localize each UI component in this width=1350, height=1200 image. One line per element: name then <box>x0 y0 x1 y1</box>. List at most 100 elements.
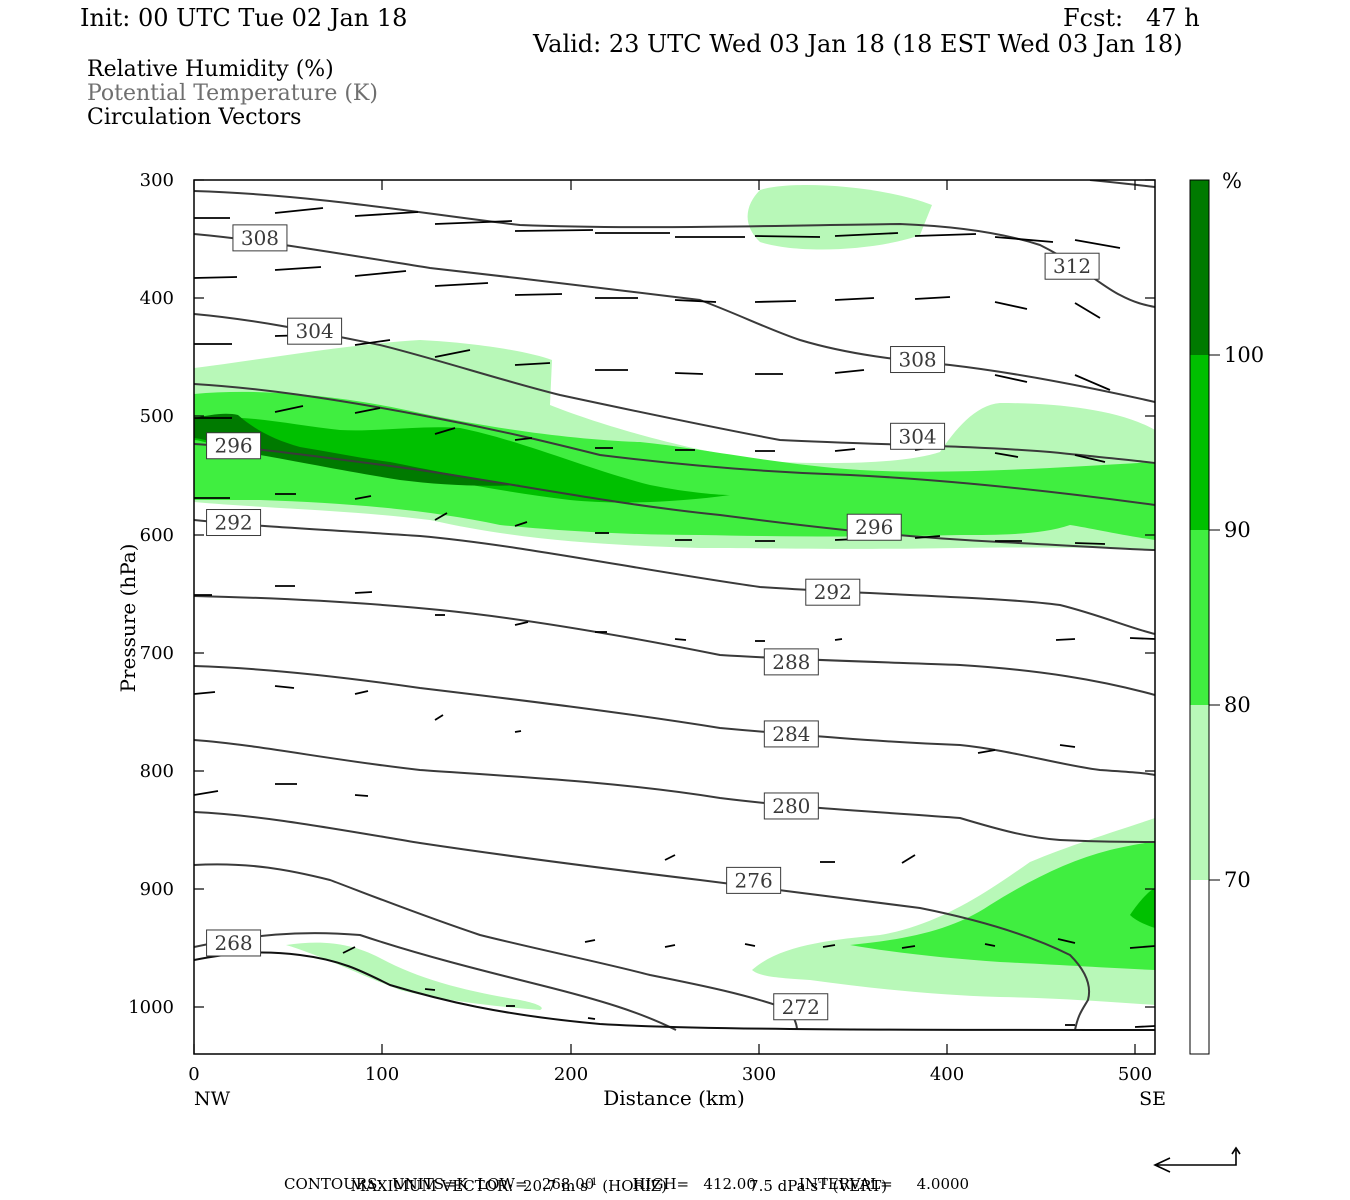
vector <box>1059 744 1076 748</box>
theta-label: 280 <box>772 794 810 818</box>
vector <box>354 270 407 277</box>
x-tick-label: 300 <box>742 1064 776 1085</box>
colorbar-frame <box>1189 179 1210 1055</box>
vector <box>584 939 596 943</box>
theta-label: 284 <box>772 722 810 746</box>
vector <box>834 232 899 237</box>
theta-label-box <box>763 648 819 676</box>
y-tick-label: 700 <box>140 643 174 664</box>
colorbar-label: 80 <box>1224 693 1251 717</box>
colorbar-unit: % <box>1222 169 1242 193</box>
vector <box>194 691 216 695</box>
theta-label: 312 <box>1053 254 1091 278</box>
vector <box>354 591 373 594</box>
rh-90-lower-right <box>1130 888 1155 928</box>
theta-label-box <box>206 929 262 957</box>
x-tick-label: 100 <box>365 1064 399 1085</box>
legend-circulation-vectors: Circulation Vectors <box>87 105 302 130</box>
theta-label: 304 <box>898 424 936 448</box>
unit-exponent: -1 <box>587 1177 598 1188</box>
contours-info-line: CONTOURS: UNITS=K LOW= 268.00 HIGH= 412.… <box>284 1175 970 1193</box>
vector <box>354 407 381 414</box>
max-vector-vert: 7.5 dPa s <box>749 1177 819 1195</box>
theta-288 <box>194 595 1155 696</box>
vector <box>587 1017 596 1020</box>
theta-label: 292 <box>814 580 852 604</box>
vector <box>664 944 676 948</box>
vector <box>834 638 843 641</box>
legend-potential-temperature: Potential Temperature (K) <box>87 81 378 106</box>
theta-label: 292 <box>214 511 252 535</box>
vector <box>1074 374 1111 391</box>
vector <box>901 945 916 949</box>
theta-304 <box>194 313 1155 464</box>
vector <box>194 790 219 796</box>
theta-300 <box>194 383 1155 506</box>
theta-312 <box>194 190 1155 308</box>
theta-label-box <box>763 792 819 820</box>
vector <box>274 405 304 413</box>
theta-label-box <box>726 866 782 894</box>
theta-label-box <box>232 224 288 252</box>
colorbar-label: 90 <box>1224 518 1251 542</box>
theta-label-box <box>805 578 861 606</box>
vector <box>914 296 951 300</box>
vector <box>994 374 1028 383</box>
vector <box>1134 1025 1155 1028</box>
vector <box>514 521 528 527</box>
theta-label: 288 <box>772 650 810 674</box>
theta-label-box <box>206 432 262 460</box>
vector <box>977 749 996 754</box>
vector <box>914 535 941 539</box>
theta-label-box <box>773 993 829 1021</box>
x-tick-label: 500 <box>1118 1064 1152 1085</box>
vector <box>354 794 369 797</box>
vector <box>354 690 369 695</box>
rh-70-lower-left <box>286 942 542 1010</box>
vector <box>664 854 676 861</box>
x-axis-title: Distance (km) <box>603 1086 745 1110</box>
vector <box>1055 638 1076 641</box>
vector <box>514 362 551 366</box>
vector <box>434 714 444 721</box>
colorbar-segment <box>1190 880 1209 1054</box>
vector <box>984 943 996 947</box>
theta-308 <box>194 233 1155 403</box>
vector <box>1074 542 1106 545</box>
vector <box>342 946 356 954</box>
theta-label-box <box>890 422 946 450</box>
theta-label: 296 <box>855 515 893 539</box>
theta-label-box <box>206 509 262 537</box>
vector <box>744 943 756 947</box>
vector <box>514 621 529 626</box>
vector <box>994 236 1054 243</box>
colorbar-segment <box>1190 530 1209 705</box>
y-tick-label: 500 <box>140 406 174 427</box>
init-time-label: Init: 00 UTC Tue 02 Jan 18 <box>80 4 408 32</box>
colorbar-segment <box>1190 355 1209 530</box>
vector <box>1057 938 1076 944</box>
theta-label-box <box>1044 252 1100 280</box>
y-tick-label: 300 <box>140 170 174 191</box>
vector <box>1074 239 1121 249</box>
vector <box>1074 302 1101 319</box>
theta-label: 304 <box>296 319 334 343</box>
legend-relative-humidity: Relative Humidity (%) <box>87 57 334 82</box>
theta-lowest <box>194 951 1155 1031</box>
vector <box>834 448 856 452</box>
maximum-vector-line: MAXIMUM VECTOR: 20.7 m s-1 (HORIZ) 7.5 dP… <box>341 1157 888 1195</box>
colorbar-labels: % 100 90 80 70 <box>1222 169 1264 892</box>
theta-label: 276 <box>735 868 773 892</box>
unit-exponent: -1 <box>818 1177 828 1188</box>
y-axis-title: Pressure (hPa) <box>116 544 140 693</box>
theta-label: 308 <box>241 226 279 250</box>
theta-contours <box>194 180 1155 1031</box>
vector <box>674 638 687 641</box>
y-tick-label: 1000 <box>128 997 174 1018</box>
vector <box>434 282 489 287</box>
max-vector-horiz: MAXIMUM VECTOR: 20.7 m s <box>350 1177 588 1195</box>
x-tick-label: 0 <box>188 1064 199 1085</box>
colorbar-segment <box>1190 180 1209 355</box>
theta-284 <box>194 665 1155 776</box>
theta-contour-labels: 308 312 304 308 304 296 296 292 292 288 284 280 276 2… <box>206 224 1100 1021</box>
